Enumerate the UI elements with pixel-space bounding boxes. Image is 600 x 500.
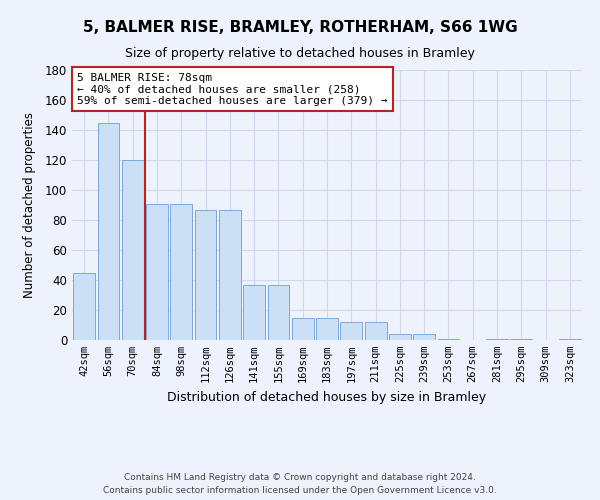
Text: 5 BALMER RISE: 78sqm
← 40% of detached houses are smaller (258)
59% of semi-deta: 5 BALMER RISE: 78sqm ← 40% of detached h…: [77, 72, 388, 106]
Bar: [243, 284, 265, 340]
Bar: [146, 204, 168, 340]
Bar: [389, 334, 411, 340]
Bar: [268, 284, 289, 340]
Bar: [316, 318, 338, 340]
Bar: [292, 318, 314, 340]
X-axis label: Distribution of detached houses by size in Bramley: Distribution of detached houses by size …: [167, 390, 487, 404]
Bar: [413, 334, 435, 340]
Bar: [122, 160, 143, 340]
Bar: [559, 338, 581, 340]
Text: 5, BALMER RISE, BRAMLEY, ROTHERHAM, S66 1WG: 5, BALMER RISE, BRAMLEY, ROTHERHAM, S66 …: [83, 20, 517, 35]
Bar: [194, 210, 217, 340]
Bar: [340, 322, 362, 340]
Text: Size of property relative to detached houses in Bramley: Size of property relative to detached ho…: [125, 48, 475, 60]
Bar: [97, 122, 119, 340]
Y-axis label: Number of detached properties: Number of detached properties: [23, 112, 37, 298]
Bar: [486, 338, 508, 340]
Bar: [365, 322, 386, 340]
Bar: [511, 338, 532, 340]
Bar: [219, 210, 241, 340]
Bar: [437, 338, 460, 340]
Bar: [170, 204, 192, 340]
Bar: [73, 272, 95, 340]
Text: Contains HM Land Registry data © Crown copyright and database right 2024.
Contai: Contains HM Land Registry data © Crown c…: [103, 474, 497, 495]
